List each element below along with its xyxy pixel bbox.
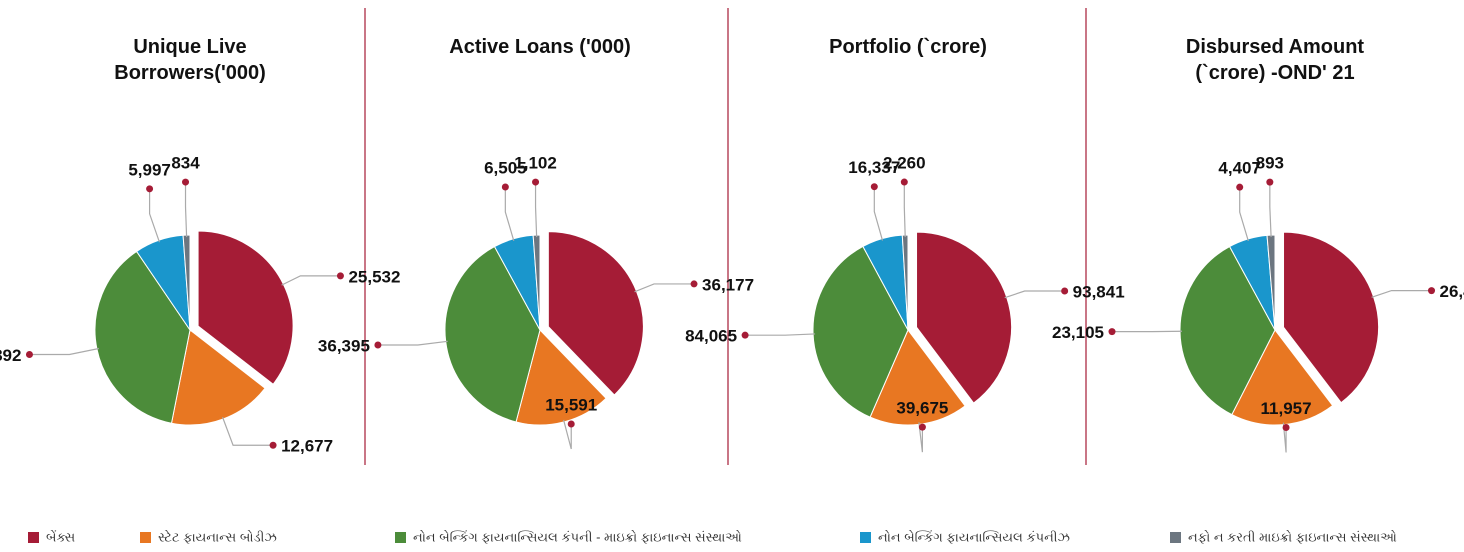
data-label: 36,177 (702, 275, 754, 294)
legend-swatch (860, 532, 871, 543)
legend-label: નફો ન કરતી માઇક્રો ફાઇનાન્સ સંસ્થાઓ (1188, 529, 1397, 544)
leader-dot (269, 441, 277, 449)
leader-line (918, 422, 923, 453)
data-label: 6,505 (484, 158, 527, 177)
leader-dot (870, 183, 878, 191)
legend-label: બેંક્સ (46, 529, 76, 544)
data-label: 5,997 (128, 160, 171, 179)
leader-dot (374, 341, 382, 349)
data-label: 11,957 (1261, 399, 1312, 418)
leader-line (29, 347, 99, 356)
leader-line (377, 340, 448, 346)
leader-line (281, 275, 341, 286)
legend-label: નોન બેન્કિંગ ફાયનાન્સિયલ કંપનીઝ (878, 529, 1070, 544)
leader-dot (336, 272, 344, 280)
data-label: 25,532 (348, 267, 400, 286)
leader-dot (1108, 328, 1116, 336)
data-label: 23,105 (1052, 323, 1104, 342)
leader-line (1282, 422, 1287, 453)
data-label: 26,487 (1440, 282, 1464, 301)
leader-dot (567, 420, 575, 428)
legend-swatch (140, 532, 151, 543)
data-label: 4,407 (1218, 159, 1261, 178)
data-label: 36,395 (318, 336, 370, 355)
leader-line (903, 182, 906, 238)
data-label: 93,841 (1073, 282, 1125, 301)
leader-line (634, 283, 695, 293)
leader-dot (532, 178, 540, 186)
leader-line (745, 333, 816, 336)
chart-title: Disbursed Amount (`crore) -OND' 21 (1185, 36, 1365, 84)
leader-dot (1236, 183, 1244, 191)
leader-dot (182, 178, 190, 186)
legend-swatch (28, 532, 39, 543)
data-label: 16,337 (848, 158, 900, 177)
leader-line (222, 416, 274, 446)
leader-line (184, 182, 188, 238)
data-label: 26,892 (0, 346, 21, 365)
leader-dot (900, 178, 908, 186)
data-label: 1,102 (514, 154, 557, 173)
leader-line (504, 186, 515, 241)
leader-line (1371, 290, 1432, 298)
chart-title: Active Loans ('000) (449, 36, 631, 58)
leader-line (1269, 182, 1272, 238)
data-label: 39,675 (896, 399, 948, 418)
data-label: 84,065 (685, 327, 737, 346)
leader-line (1239, 187, 1249, 242)
leader-line (1004, 290, 1065, 299)
legend-label: નોન બેન્કિંગ ફાયનાન્સિયલ કંપની - માઇક્રો… (413, 529, 742, 544)
leader-dot (1428, 287, 1436, 295)
data-label: 834 (171, 154, 200, 173)
leader-dot (1061, 287, 1069, 295)
chart-title: Portfolio (`crore) (829, 36, 987, 58)
legend-swatch (1170, 532, 1181, 543)
leader-dot (1282, 424, 1290, 432)
data-label: 893 (1256, 154, 1284, 173)
data-label: 15,591 (545, 395, 597, 414)
data-label: 12,677 (281, 437, 333, 456)
leader-dot (918, 423, 926, 431)
leader-line (563, 419, 572, 450)
leader-dot (690, 280, 698, 288)
leader-line (534, 182, 538, 238)
data-label: 2,260 (883, 154, 926, 173)
legend-swatch (395, 532, 406, 543)
leader-dot (1266, 178, 1274, 186)
leader-line (148, 188, 161, 243)
leader-line (873, 186, 884, 241)
leader-dot (501, 183, 509, 191)
legend-label: સ્ટેટ ફાયનાન્સ બોડીઝ (158, 529, 277, 544)
chart-title: Unique Live Borrowers('000) (114, 36, 266, 84)
leader-dot (741, 331, 749, 339)
leader-dot (25, 350, 33, 358)
leader-dot (146, 185, 154, 193)
